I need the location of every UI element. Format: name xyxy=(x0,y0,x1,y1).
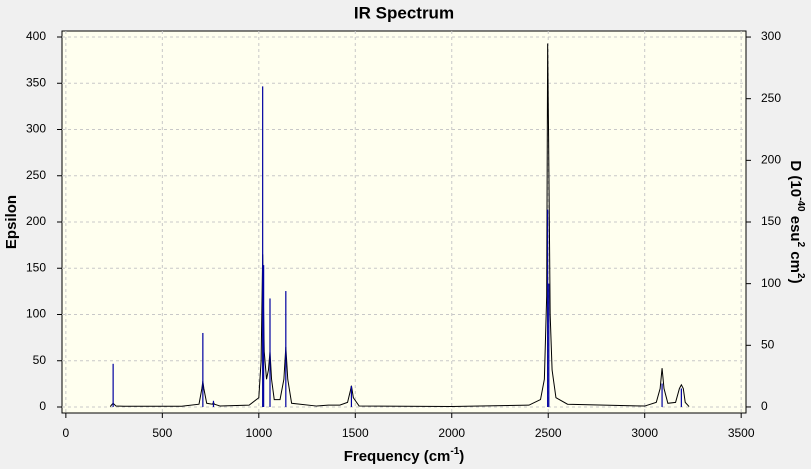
y2-tick-label: 100 xyxy=(761,276,781,290)
label-part: cm xyxy=(787,247,804,273)
x-tick-label: 1500 xyxy=(342,426,369,440)
y-tick-label: 200 xyxy=(26,214,46,228)
x-tick-label: 3000 xyxy=(631,426,658,440)
y2-tick-label: 50 xyxy=(761,337,775,351)
spectrum-line xyxy=(109,43,690,408)
y2-axis-label: D (10-40 esu2 cm2) xyxy=(787,160,806,283)
y-tick-label: 100 xyxy=(26,307,46,321)
x-tick-label: 0 xyxy=(63,426,70,440)
label-part: Frequency (cm xyxy=(344,448,451,465)
y-tick-label: 150 xyxy=(26,260,46,274)
y2-tick-label: 0 xyxy=(761,399,768,413)
x-axis-label: Frequency (cm-1) xyxy=(344,446,465,465)
label-part: ) xyxy=(787,279,804,284)
y-axis-label: Epsilon xyxy=(3,195,20,249)
label-part: esu xyxy=(787,212,804,242)
y2-tick-label: 200 xyxy=(761,153,781,167)
label-part: -40 xyxy=(795,197,806,212)
x-tick-label: 3500 xyxy=(728,426,755,440)
label-part: -1 xyxy=(450,446,459,457)
label-part: ) xyxy=(459,448,464,465)
y-tick-label: 300 xyxy=(26,122,46,136)
y-tick-label: 250 xyxy=(26,168,46,182)
y2-tick-label: 250 xyxy=(761,91,781,105)
y-tick-label: 0 xyxy=(39,399,46,413)
x-tick-label: 2500 xyxy=(535,426,562,440)
label-part: D (10 xyxy=(787,160,804,197)
label-part: 2 xyxy=(795,242,806,248)
y2-tick-label: 300 xyxy=(761,29,781,43)
chart-title: IR Spectrum xyxy=(354,3,454,22)
x-tick-label: 2000 xyxy=(438,426,465,440)
y-tick-label: 50 xyxy=(33,353,47,367)
y2-tick-label: 150 xyxy=(761,214,781,228)
y-tick-label: 400 xyxy=(26,29,46,43)
label-part: 2 xyxy=(795,273,806,279)
x-tick-label: 500 xyxy=(152,426,172,440)
x-tick-label: 1000 xyxy=(245,426,272,440)
y-tick-label: 350 xyxy=(26,75,46,89)
